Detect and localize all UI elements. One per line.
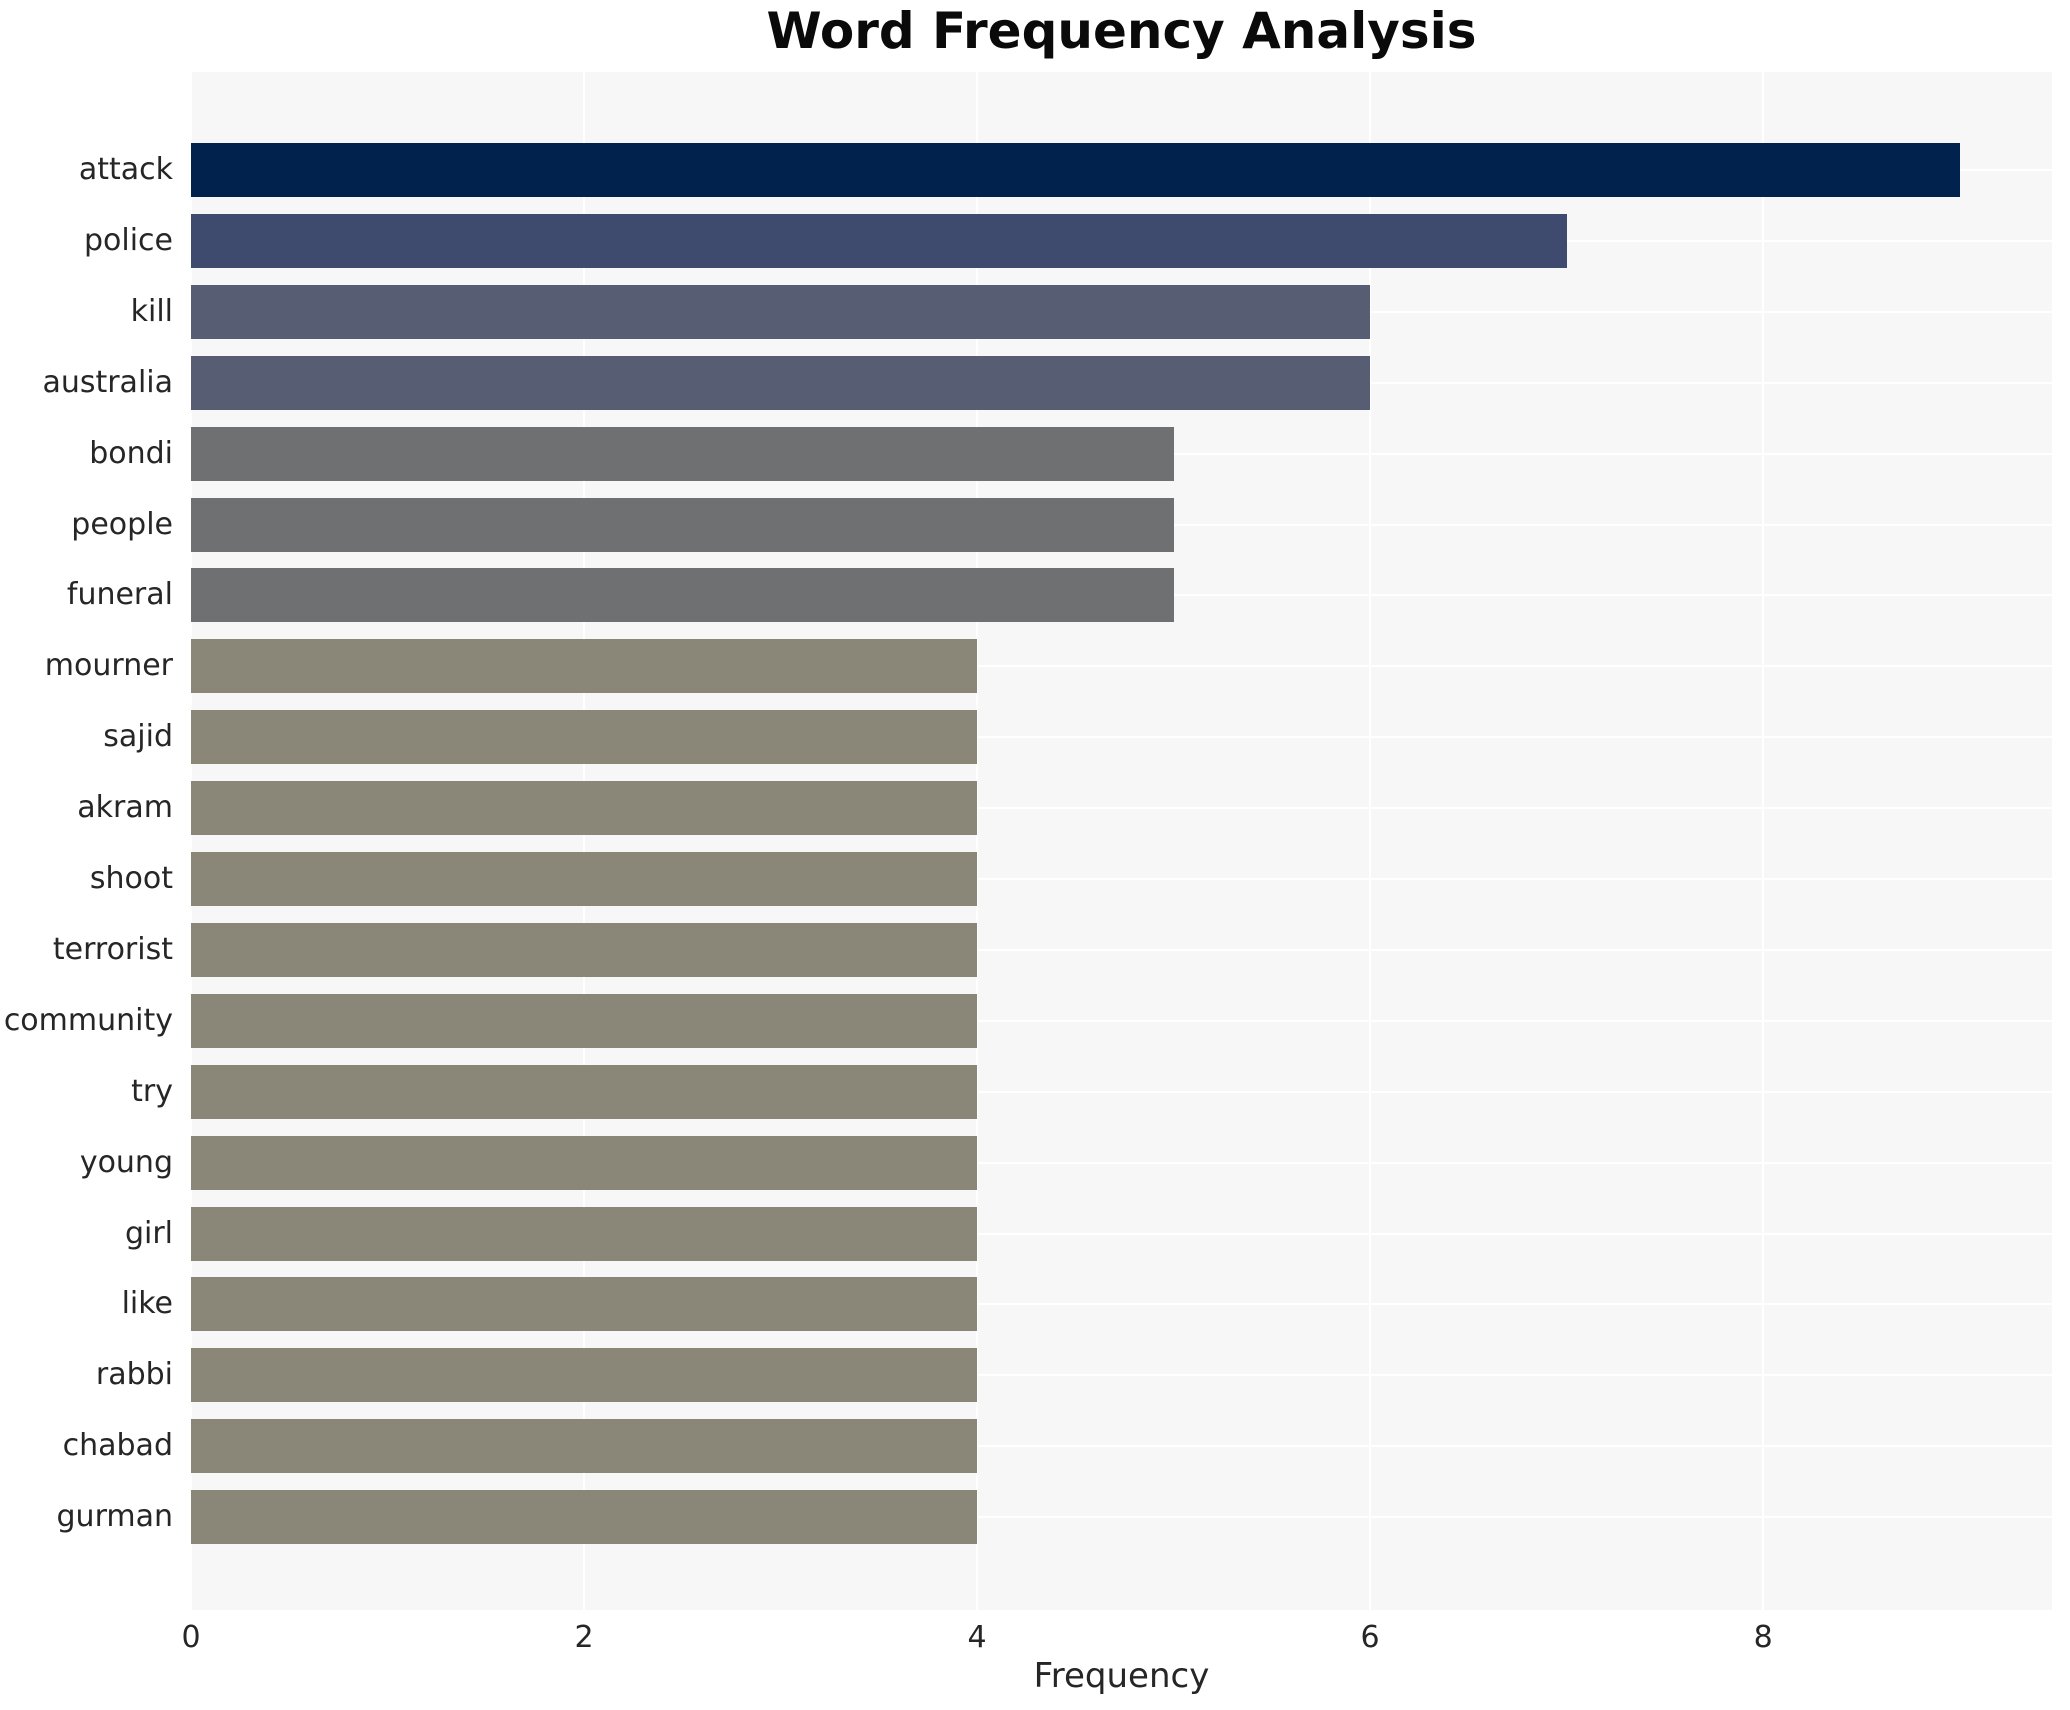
y-tick-label-people: people — [71, 506, 173, 542]
horizontal-gridline — [191, 1374, 2052, 1377]
x-tick-label-0: 0 — [181, 1620, 201, 1655]
y-tick-label-terrorist: terrorist — [52, 931, 173, 967]
y-tick-label-attack: attack — [78, 152, 173, 187]
bar-akram — [191, 781, 978, 836]
bar-funeral — [191, 568, 1174, 623]
bar-terrorist — [191, 922, 978, 977]
horizontal-gridline — [191, 1161, 2052, 1164]
plot-area — [191, 72, 2052, 1610]
y-tick-label-like: like — [121, 1286, 173, 1322]
y-tick-label-girl: girl — [124, 1215, 173, 1251]
vertical-gridline — [1369, 72, 1372, 1610]
x-tick-label-8: 8 — [1753, 1620, 1773, 1655]
bar-community — [191, 993, 978, 1048]
y-tick-label-sajid: sajid — [103, 719, 173, 755]
y-tick-label-rabbi: rabbi — [95, 1357, 173, 1393]
bar-bondi — [191, 426, 1174, 481]
bar-like — [191, 1277, 978, 1332]
horizontal-gridline — [191, 1445, 2052, 1448]
bar-people — [191, 497, 1174, 552]
vertical-gridline — [976, 72, 979, 1610]
y-tick-label-mourner: mourner — [44, 648, 173, 684]
horizontal-gridline — [191, 807, 2052, 810]
bar-police — [191, 213, 1567, 268]
y-tick-label-australia: australia — [42, 364, 173, 400]
x-tick-label-2: 2 — [574, 1620, 594, 1655]
horizontal-gridline — [191, 665, 2052, 668]
horizontal-gridline — [191, 1019, 2052, 1022]
bar-australia — [191, 355, 1371, 410]
bar-sajid — [191, 710, 978, 765]
horizontal-gridline — [191, 948, 2052, 951]
horizontal-gridline — [191, 1090, 2052, 1093]
y-tick-label-akram: akram — [77, 790, 173, 826]
y-tick-label-gurman: gurman — [56, 1499, 173, 1535]
bar-shoot — [191, 852, 978, 906]
bar-rabbi — [191, 1348, 978, 1403]
horizontal-gridline — [191, 878, 2052, 880]
vertical-gridline — [583, 72, 586, 1610]
bar-try — [191, 1064, 978, 1119]
horizontal-gridline — [191, 1232, 2052, 1235]
bar-young — [191, 1135, 978, 1190]
y-tick-label-young: young — [79, 1144, 173, 1180]
horizontal-gridline — [191, 736, 2052, 739]
x-tick-label-6: 6 — [1360, 1620, 1380, 1655]
bar-kill — [191, 284, 1371, 339]
y-tick-label-police: police — [83, 222, 173, 258]
x-axis-label: Frequency — [1033, 1656, 1210, 1696]
vertical-gridline — [191, 72, 192, 1610]
horizontal-gridline — [191, 1303, 2052, 1306]
y-tick-label-shoot: shoot — [89, 861, 173, 896]
bar-chabad — [191, 1419, 978, 1474]
horizontal-gridline — [191, 1516, 2052, 1519]
vertical-gridline — [1762, 72, 1765, 1610]
y-tick-label-bondi: bondi — [89, 435, 173, 471]
x-tick-label-4: 4 — [967, 1620, 987, 1655]
chart-title: Word Frequency Analysis — [766, 2, 1477, 60]
y-tick-label-funeral: funeral — [66, 577, 173, 613]
bar-gurman — [191, 1490, 978, 1545]
bar-girl — [191, 1206, 978, 1261]
bar-mourner — [191, 639, 978, 694]
y-tick-label-chabad: chabad — [62, 1428, 173, 1464]
y-tick-label-kill: kill — [130, 293, 173, 329]
y-tick-label-community: community — [3, 1002, 173, 1038]
bar-attack — [191, 143, 1960, 197]
y-tick-label-try: try — [131, 1073, 173, 1109]
